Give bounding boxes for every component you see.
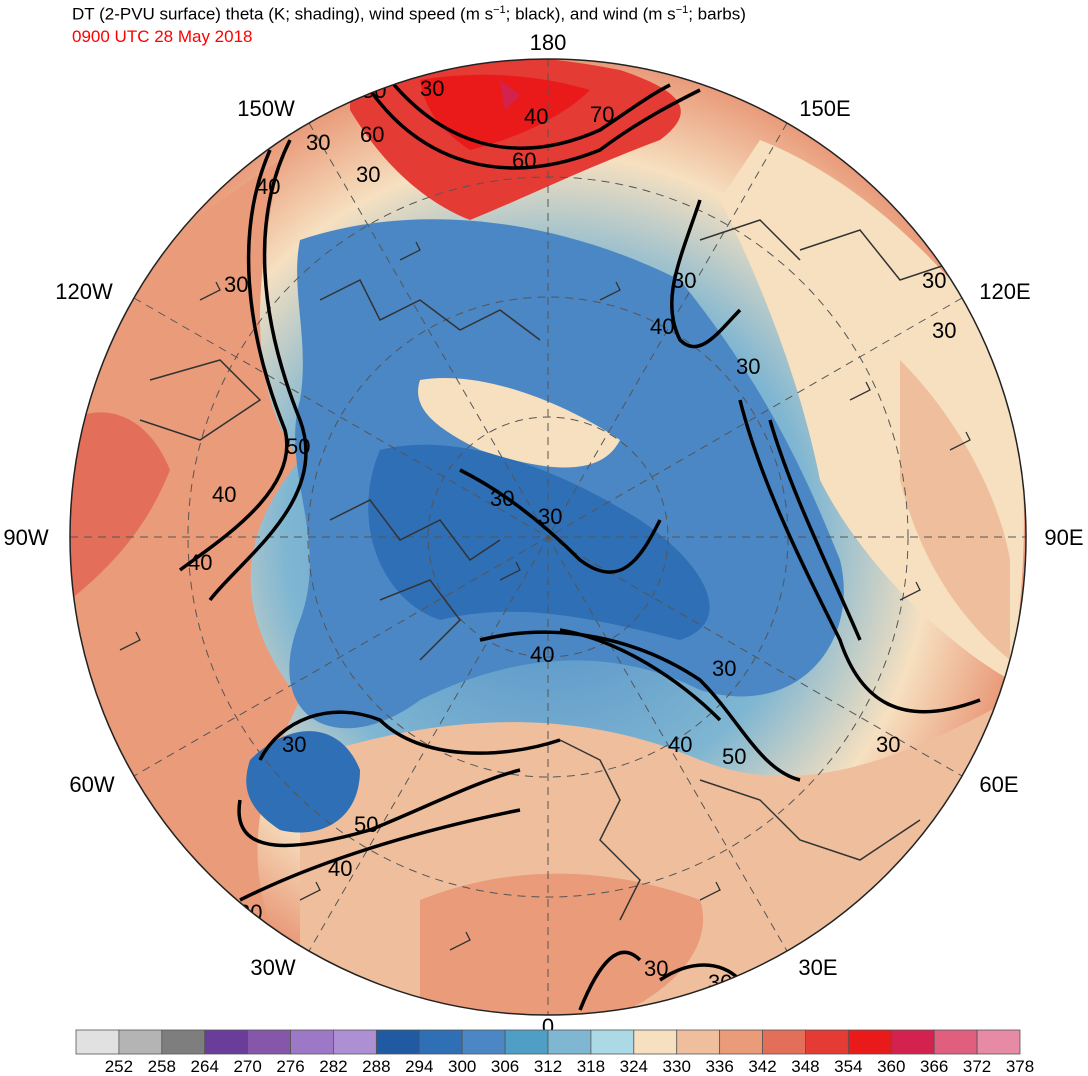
colorbar-swatch [676,1029,721,1055]
colorbar-label: 324 [620,1057,648,1076]
colorbar-label: 378 [1006,1057,1034,1076]
colorbar-swatch [375,1029,420,1055]
contour-label: 60 [512,148,536,173]
colorbar-swatch [504,1029,549,1055]
contour-label: 30 [490,486,514,511]
lon-label-180: 180 [530,30,567,55]
colorbar-label: 264 [191,1057,219,1076]
colorbar-label: 300 [448,1057,476,1076]
contour-label: 30 [736,354,760,379]
valid-time: 0900 UTC 28 May 2018 [72,27,253,46]
colorbar-swatch [333,1029,377,1055]
contour-label: 50 [722,744,746,769]
colorbar-swatch [719,1029,763,1055]
longitude-labels: 180 150E 120E 90E 60E 30E 0 30W 60W 90W … [3,30,1083,1039]
colorbar-label: 270 [233,1057,261,1076]
colorbar-label: 354 [834,1057,862,1076]
lon-label-30w: 30W [250,955,295,980]
colorbar-swatch [547,1029,592,1055]
colorbar-swatch [247,1029,291,1055]
colorbar-swatch [847,1029,892,1055]
contour-label: 30 [306,130,330,155]
contour-label: 30 [712,656,736,681]
contour-label: 30 [932,318,956,343]
colorbar-label: 342 [748,1057,776,1076]
colorbar-label: 294 [405,1057,433,1076]
colorbar: 252 258 264 270 276 282 288 294 300 306 312 318 324 3… [75,1029,1034,1076]
contour-label: 30 [224,272,248,297]
lon-label-150e: 150E [799,96,850,121]
contour-label: 40 [530,642,554,667]
contour-label: 30 [876,732,900,757]
colorbar-swatch [976,1029,1021,1055]
colorbar-label: 318 [577,1057,605,1076]
contour-label: 40 [188,550,212,575]
contour-label: 30 [672,268,696,293]
contour-label: 30 [356,162,380,187]
contour-label: 50 [362,78,386,103]
colorbar-label: 336 [705,1057,733,1076]
colorbar-label: 366 [920,1057,948,1076]
colorbar-swatch [762,1029,806,1055]
contour-label: 40 [524,104,548,129]
colorbar-swatch [161,1029,206,1055]
contour-label: 50 [286,434,310,459]
contour-label: 30 [538,504,562,529]
map-border [69,58,1027,1016]
map-title: DT (2-PVU surface) theta (K; shading), w… [72,4,746,24]
colorbar-swatch [204,1029,249,1055]
colorbar-label: 288 [362,1057,390,1076]
colorbar-swatch [290,1029,334,1055]
contour-label: 40 [668,732,692,757]
contour-label: 30 [420,76,444,101]
lon-label-60e: 60E [979,772,1018,797]
contour-label: 50 [354,812,378,837]
lon-label-30e: 30E [798,955,837,980]
colorbar-label: 330 [663,1057,691,1076]
contour-label: 40 [328,856,352,881]
colorbar-swatch [461,1029,506,1055]
colorbar-label: 252 [105,1057,133,1076]
contour-label: 40 [212,482,236,507]
colorbar-label: 282 [319,1057,347,1076]
colorbar-swatch [805,1029,849,1055]
contour-label: 40 [256,174,280,199]
lon-label-150w: 150W [237,96,295,121]
lon-label-60w: 60W [69,772,114,797]
colorbar-swatch [633,1029,678,1055]
colorbar-swatch [118,1029,163,1055]
colorbar-swatch [933,1029,978,1055]
colorbar-label: 360 [877,1057,905,1076]
contour-labels: 50 30 40 70 60 60 30 30 40 30 30 40 30 3… [188,76,956,995]
theta-shading: 50 30 40 70 60 60 30 30 40 30 30 40 30 3… [70,59,1026,1015]
colorbar-label: 312 [534,1057,562,1076]
contour-label: 60 [360,122,384,147]
contour-label: 70 [590,102,614,127]
colorbar-label: 276 [276,1057,304,1076]
lon-label-120w: 120W [55,279,113,304]
colorbar-swatch [75,1029,120,1055]
contour-label: 30 [282,732,306,757]
colorbar-swatch [590,1029,635,1055]
colorbar-label: 258 [148,1057,176,1076]
contour-label: 30 [922,268,946,293]
contour-label: 30 [644,956,668,981]
colorbar-swatch [890,1029,935,1055]
colorbar-label: 348 [791,1057,819,1076]
lon-label-120e: 120E [979,279,1030,304]
colorbar-label: 306 [491,1057,519,1076]
lon-label-90e: 90E [1044,525,1083,550]
colorbar-label: 372 [963,1057,991,1076]
lon-label-90w: 90W [3,525,48,550]
contour-label: 40 [650,314,674,339]
colorbar-swatch [418,1029,463,1055]
